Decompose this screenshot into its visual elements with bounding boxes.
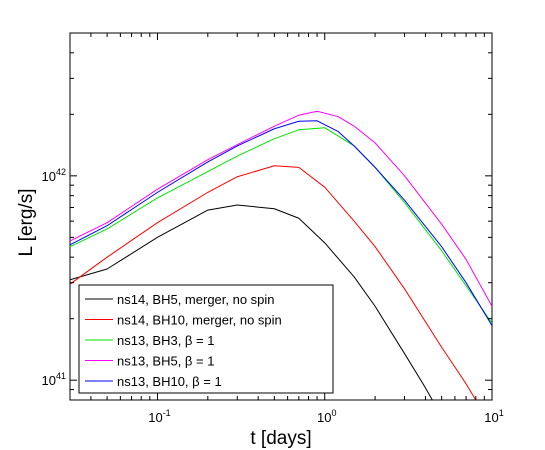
- legend-label: ns13, BH3, β = 1: [117, 333, 214, 348]
- legend-label: ns13, BH5, β = 1: [117, 354, 214, 369]
- legend-item: ns13, BH3, β = 1: [85, 333, 214, 348]
- legend-item: ns13, BH10, β = 1: [85, 374, 222, 389]
- y-axis-title: L [erg/s]: [16, 189, 37, 257]
- series-line-2: [70, 165, 477, 400]
- legend: ns14, BH5, merger, no spin ns14, BH10, me…: [78, 284, 334, 394]
- y-tick-label: 1041: [42, 371, 66, 388]
- legend-item: ns13, BH5, β = 1: [85, 354, 214, 369]
- y-tick-label: 1042: [42, 167, 66, 184]
- legend-label: ns13, BH10, β = 1: [117, 374, 222, 389]
- x-axis-title: t [days]: [250, 428, 311, 449]
- x-tick-label: 10-1: [148, 408, 170, 425]
- legend-box: [78, 284, 334, 394]
- series-line-3: [70, 127, 492, 324]
- series-layer: [70, 110, 492, 400]
- series-line-5: [70, 120, 492, 326]
- legend-item: ns14, BH10, merger, no spin: [85, 313, 282, 328]
- ticks-layer: 10-1 100 101 1041 1042: [42, 32, 504, 425]
- x-tick-label: 101: [484, 408, 503, 425]
- legend-label: ns14, BH10, merger, no spin: [117, 313, 282, 328]
- x-tick-label: 100: [317, 408, 336, 425]
- legend-item: ns14, BH5, merger, no spin: [85, 292, 275, 307]
- series-line-1: [70, 204, 433, 400]
- legend-label: ns14, BH5, merger, no spin: [117, 292, 275, 307]
- series-line-4: [70, 110, 492, 307]
